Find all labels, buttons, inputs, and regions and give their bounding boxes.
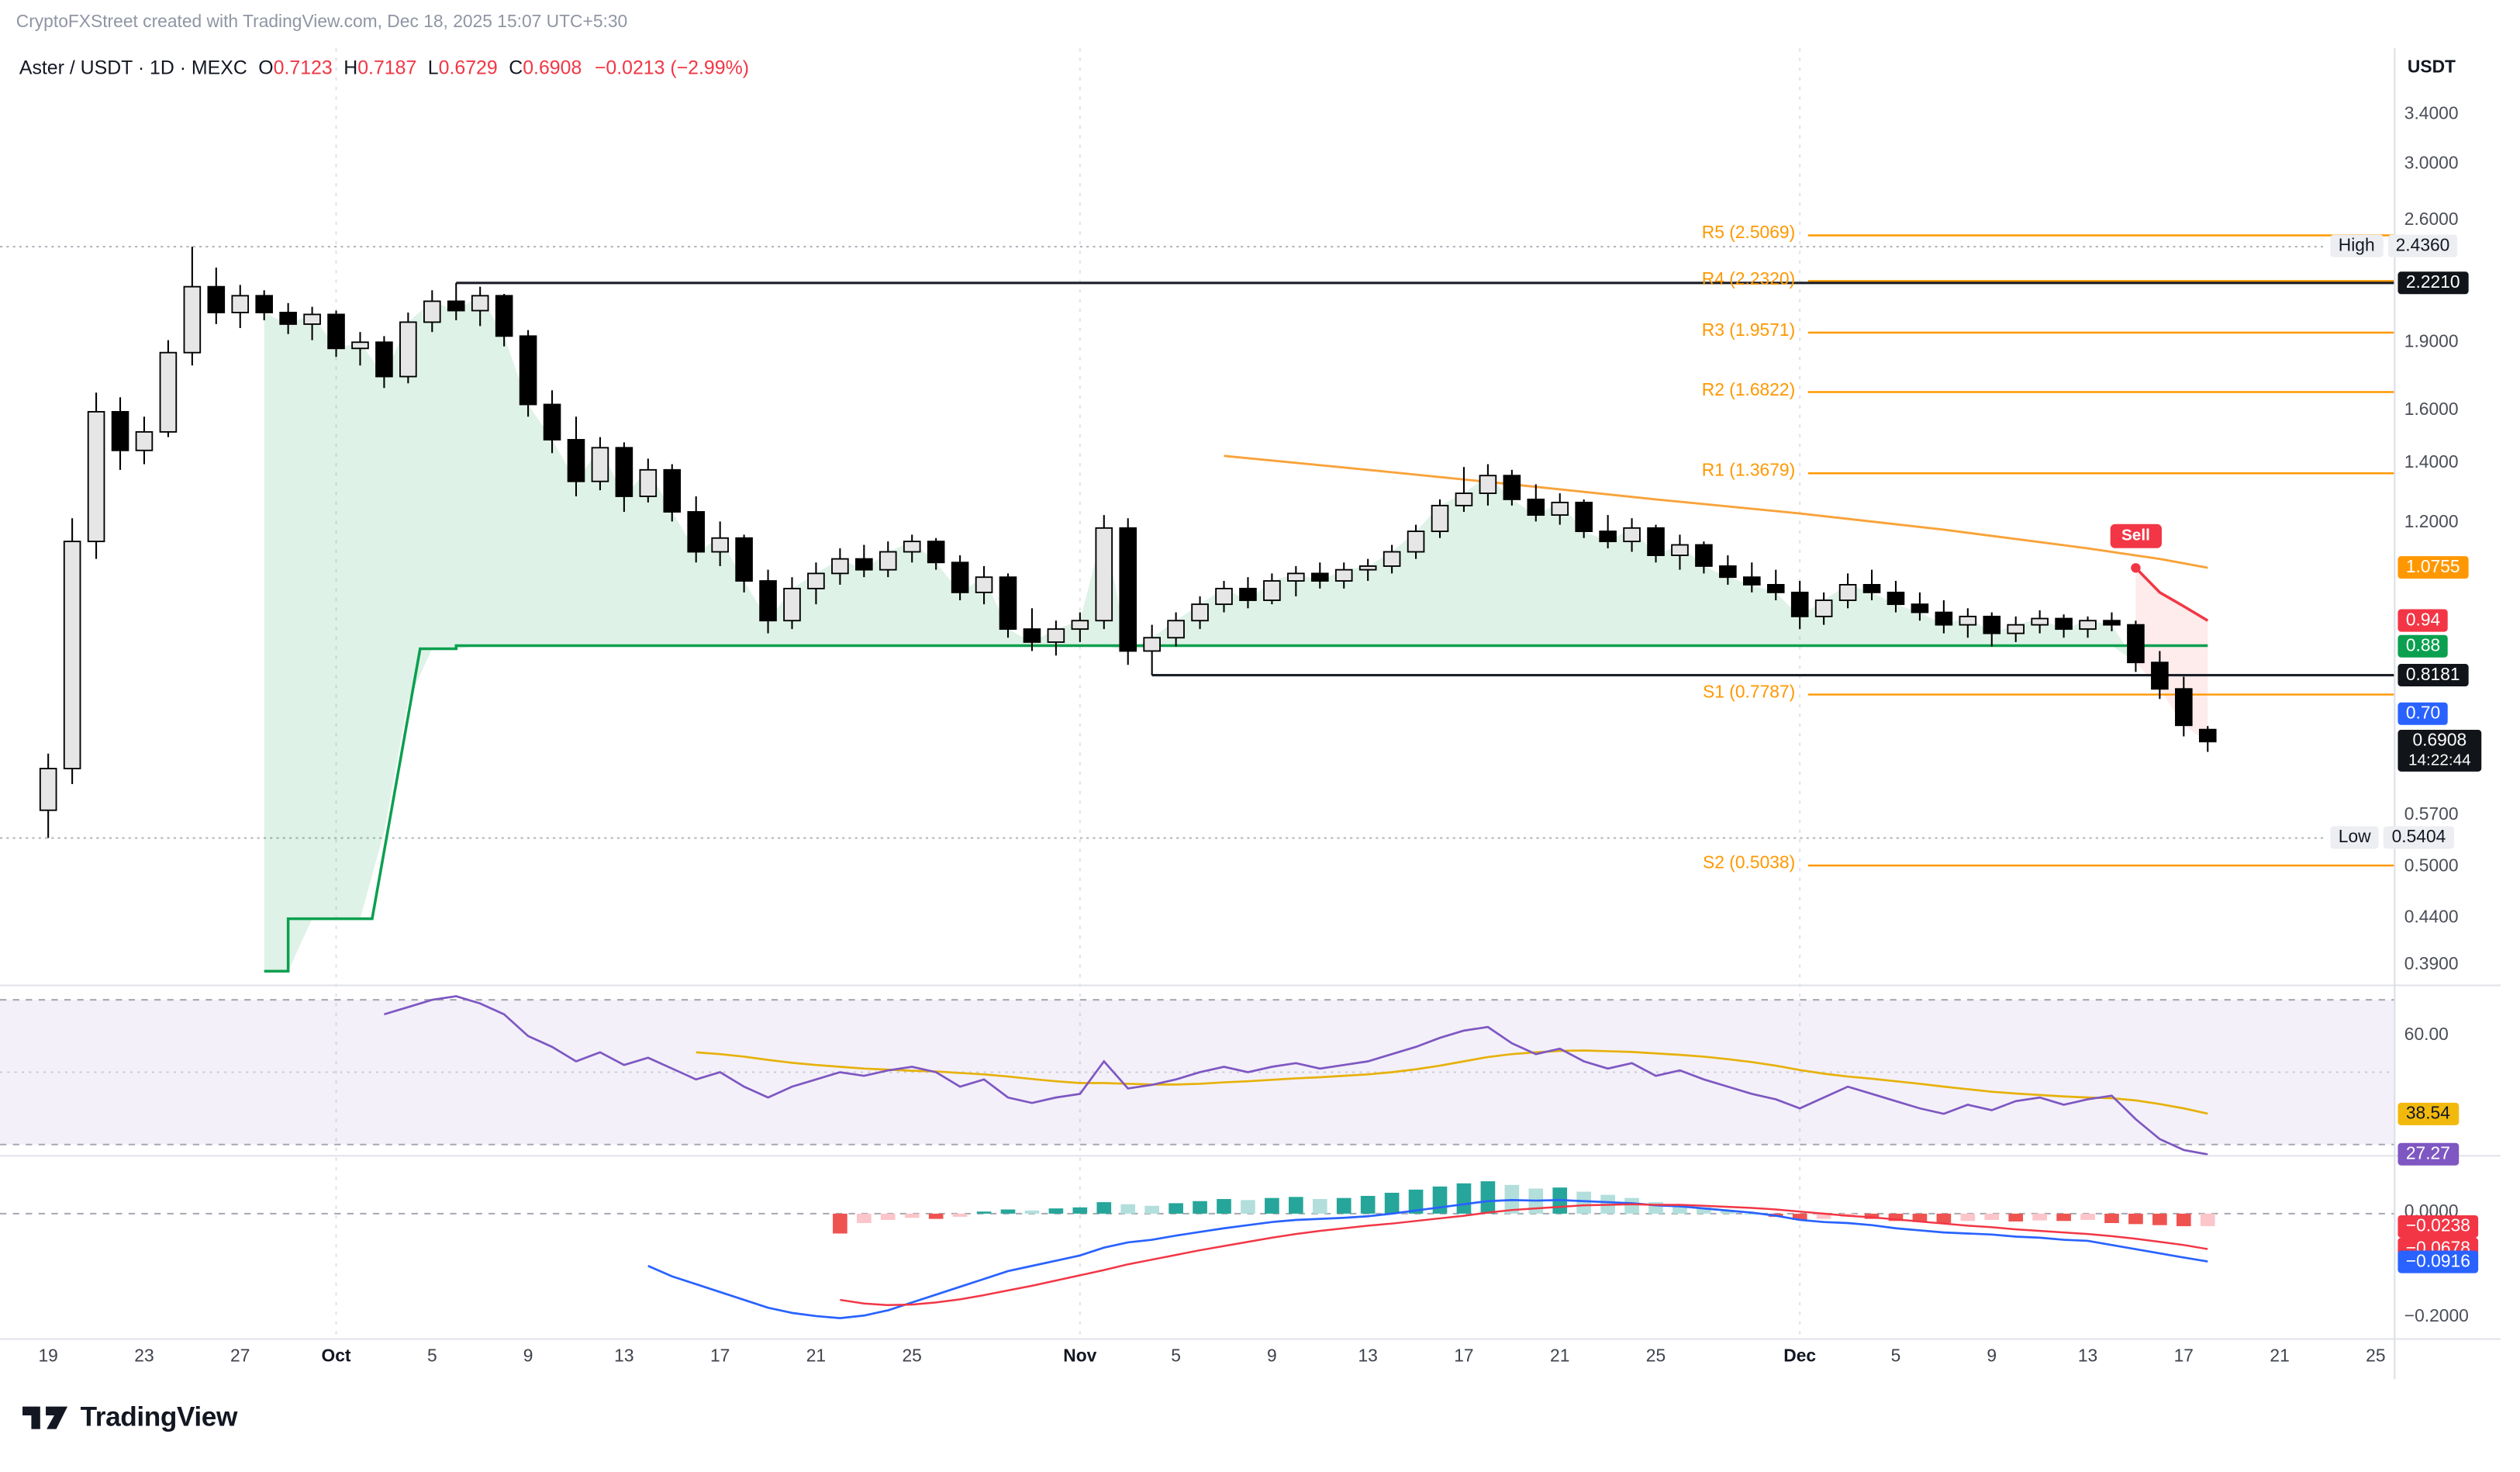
time-tick: 5 [426, 1346, 437, 1367]
chart-legend[interactable]: Aster / USDT · 1D · MEXC O0.7123 H0.7187 L0… [19, 57, 749, 79]
macd-signal-line [840, 1203, 2208, 1307]
low-price-label: Low 0.5404 [2330, 827, 2454, 850]
time-tick: 25 [902, 1346, 922, 1367]
time-tick: Nov [1063, 1346, 1097, 1367]
green-fill [264, 295, 2208, 972]
rsi-line [384, 995, 2208, 1156]
price-tick: 1.4000 [2404, 453, 2459, 472]
time-tick: 21 [806, 1346, 827, 1367]
price-badge: 27.27 [2397, 1142, 2459, 1166]
pivot-label: R2 (1.6822) [1701, 381, 1796, 400]
time-tick: 9 [1987, 1346, 1997, 1367]
price-tick: 2.6000 [2404, 209, 2459, 230]
price-badge: 0.70 [2397, 702, 2449, 725]
tradingview-logo[interactable]: TradingView [22, 1401, 237, 1433]
pane-separators [0, 48, 2501, 1380]
ma-trendline-orange [1224, 454, 2208, 569]
time-tick: 25 [1645, 1346, 1666, 1367]
time-tick: 27 [230, 1346, 250, 1367]
price-tick: 0.4400 [2404, 907, 2459, 927]
ohlc-token: O0.7123 [258, 56, 333, 79]
time-tick: 23 [134, 1346, 154, 1367]
pivot-label: R5 (2.5069) [1701, 224, 1796, 244]
ohlc-values: O0.7123 H0.7187 L0.6729 C0.6908 [247, 57, 582, 79]
sell-signal-label: Sell [2110, 523, 2162, 548]
time-tick: 17 [1454, 1346, 1474, 1367]
symbol-title[interactable]: Aster / USDT · 1D · MEXC [19, 56, 247, 79]
tradingview-logo-icon [22, 1406, 68, 1429]
month-gridlines [335, 48, 1801, 1339]
price-tick: 3.0000 [2404, 154, 2459, 173]
time-tick: 21 [2270, 1346, 2290, 1367]
time-tick: 17 [709, 1346, 730, 1367]
tradingview-logo-text: TradingView [80, 1401, 238, 1432]
price-badge: −0.0238 [2397, 1215, 2479, 1238]
pivot-label: S2 (0.5038) [1703, 854, 1796, 874]
time-tick: 5 [1890, 1346, 1901, 1367]
time-tick: Oct [321, 1346, 351, 1367]
candlesticks [39, 247, 2217, 838]
price-tick: 1.9000 [2404, 333, 2459, 353]
ohlc-token: C0.6908 [509, 56, 582, 79]
time-tick: 9 [1267, 1346, 1277, 1367]
price-tick: 60.00 [2404, 1025, 2449, 1045]
time-tick: 17 [2173, 1346, 2194, 1367]
time-tick: 25 [2366, 1346, 2386, 1367]
time-tick: 9 [523, 1346, 533, 1367]
time-tick: 13 [2077, 1346, 2098, 1367]
price-badge: 0.88 [2397, 635, 2449, 658]
price-badge: 1.0755 [2397, 556, 2468, 579]
trailing-stop-red-line [2135, 567, 2209, 622]
pivot-label: R1 (1.3679) [1701, 461, 1796, 482]
pivot-label: S1 (0.7787) [1703, 683, 1796, 703]
time-tick: 5 [1171, 1346, 1181, 1367]
change-value: −0.0213 (−2.99%) [594, 56, 750, 79]
countdown-timer: 14:22:44 [2408, 752, 2471, 771]
rsi-ma-line [696, 1049, 2208, 1115]
price-tick: 3.4000 [2404, 104, 2459, 124]
time-tick: 13 [614, 1346, 634, 1367]
watermark-text: CryptoFXStreet created with TradingView.… [16, 12, 628, 33]
time-tick: Dec [1783, 1346, 1817, 1367]
high-price-label: High 2.4360 [2330, 235, 2458, 258]
price-tick: 0.3900 [2404, 955, 2459, 975]
time-tick: 21 [1550, 1346, 1570, 1367]
price-tick: 0.5700 [2404, 806, 2459, 825]
macd-histogram [833, 1181, 2215, 1234]
trailing-stop-green-line [264, 644, 2208, 973]
price-badge: 2.2210 [2397, 271, 2468, 295]
price-badge: 38.54 [2397, 1102, 2459, 1125]
ohlc-token: L0.6729 [427, 56, 498, 79]
pivot-label: R4 (2.2320) [1701, 269, 1796, 289]
axis-currency-label: USDT [2407, 57, 2456, 78]
price-tick: 1.2000 [2404, 513, 2459, 533]
price-tick: 1.6000 [2404, 400, 2459, 420]
red-fill [2135, 568, 2208, 742]
price-badge: −0.0916 [2397, 1250, 2479, 1273]
price-badge: 0.6908 14:22:44 [2397, 730, 2482, 772]
time-tick: 13 [1358, 1346, 1378, 1367]
price-badge: 0.8181 [2397, 664, 2468, 687]
ohlc-token: H0.7187 [343, 56, 417, 79]
price-tick: −0.2000 [2404, 1307, 2469, 1326]
price-badge: 0.94 [2397, 609, 2449, 632]
price-tick: 0.5000 [2404, 857, 2459, 877]
pivot-label: R3 (1.9571) [1701, 321, 1796, 341]
sell-dot [2131, 563, 2141, 573]
pivot-lines [1807, 234, 2395, 867]
time-tick: 19 [38, 1346, 58, 1367]
